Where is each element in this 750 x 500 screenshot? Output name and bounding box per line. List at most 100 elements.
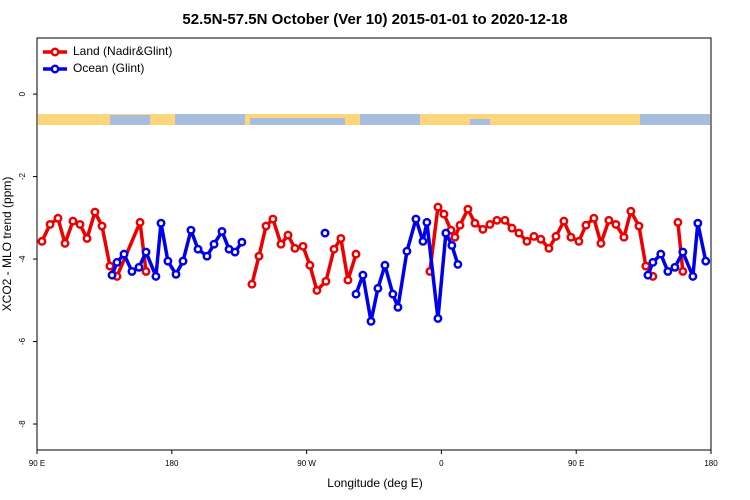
point bbox=[135, 217, 145, 227]
point bbox=[626, 206, 636, 216]
point bbox=[276, 239, 286, 249]
point bbox=[478, 224, 488, 234]
point bbox=[261, 221, 271, 231]
point bbox=[388, 289, 398, 299]
point bbox=[433, 202, 443, 212]
point bbox=[217, 226, 227, 236]
point bbox=[485, 219, 495, 229]
point bbox=[455, 220, 465, 230]
point bbox=[119, 249, 129, 259]
point bbox=[127, 266, 137, 276]
point bbox=[701, 256, 711, 266]
point bbox=[551, 231, 561, 241]
point bbox=[193, 244, 203, 254]
legend-label: Land (Nadir&Glint) bbox=[73, 44, 172, 58]
point bbox=[514, 228, 524, 238]
point bbox=[366, 316, 376, 326]
point bbox=[422, 217, 432, 227]
point bbox=[470, 218, 480, 228]
point bbox=[107, 270, 117, 280]
point bbox=[105, 261, 115, 271]
point bbox=[171, 269, 181, 279]
series-line bbox=[676, 222, 685, 272]
point bbox=[463, 204, 473, 214]
point bbox=[45, 219, 55, 229]
x-axis-label: Longitude (deg E) bbox=[327, 476, 422, 490]
point bbox=[673, 217, 683, 227]
point bbox=[678, 266, 688, 276]
y-axis-label: XCO2 - MLO trend (ppm) bbox=[0, 177, 14, 312]
point bbox=[209, 239, 219, 249]
map-strip bbox=[38, 114, 710, 125]
point bbox=[134, 262, 144, 272]
legend-label: Ocean (Glint) bbox=[73, 61, 144, 75]
point bbox=[604, 215, 614, 225]
point bbox=[268, 214, 278, 224]
point bbox=[453, 259, 463, 269]
point bbox=[693, 218, 703, 228]
point bbox=[418, 236, 428, 246]
chart-title: 52.5N-57.5N October (Ver 10) 2015-01-01 … bbox=[182, 11, 567, 28]
point bbox=[447, 240, 457, 250]
point bbox=[492, 215, 502, 225]
point bbox=[305, 260, 315, 270]
y-tick-label: -4 bbox=[18, 255, 27, 263]
y-tick-label: -8 bbox=[18, 420, 27, 428]
point bbox=[411, 214, 421, 224]
legend-marker bbox=[50, 64, 60, 74]
point bbox=[581, 220, 591, 230]
point bbox=[151, 271, 161, 281]
point bbox=[237, 237, 247, 247]
point bbox=[670, 262, 680, 272]
point bbox=[247, 279, 257, 289]
point bbox=[507, 223, 517, 233]
point bbox=[574, 236, 584, 246]
point bbox=[393, 302, 403, 312]
point bbox=[321, 276, 331, 286]
y-tick-label: -2 bbox=[18, 172, 27, 180]
point bbox=[678, 247, 688, 257]
point bbox=[82, 233, 92, 243]
point bbox=[178, 256, 188, 266]
plot-frame bbox=[36, 37, 712, 451]
point bbox=[611, 219, 621, 229]
y-tick-label: -6 bbox=[18, 337, 27, 345]
point bbox=[358, 270, 368, 280]
point bbox=[320, 228, 330, 238]
point bbox=[433, 313, 443, 323]
x-tick-label: 90 W bbox=[297, 459, 316, 468]
point bbox=[68, 216, 78, 226]
point bbox=[141, 247, 151, 257]
point bbox=[156, 218, 166, 228]
point bbox=[329, 244, 339, 254]
point bbox=[596, 238, 606, 248]
point bbox=[37, 236, 47, 246]
point bbox=[634, 221, 644, 231]
point bbox=[298, 241, 308, 251]
y-tick-label: 0 bbox=[18, 91, 27, 96]
point bbox=[254, 251, 264, 261]
x-tick-label: 0 bbox=[439, 459, 444, 468]
x-tick-label: 180 bbox=[704, 459, 718, 468]
point bbox=[53, 213, 63, 223]
point bbox=[589, 213, 599, 223]
legend-marker bbox=[50, 47, 60, 57]
point bbox=[351, 249, 361, 259]
point bbox=[336, 233, 346, 243]
x-tick-label: 90 E bbox=[29, 459, 45, 468]
point bbox=[536, 234, 546, 244]
point bbox=[90, 207, 100, 217]
point bbox=[656, 249, 666, 259]
point bbox=[500, 215, 510, 225]
point bbox=[202, 251, 212, 261]
x-tick-label: 90 E bbox=[568, 459, 584, 468]
point bbox=[619, 232, 629, 242]
point bbox=[643, 270, 653, 280]
point bbox=[290, 243, 300, 253]
point bbox=[544, 243, 554, 253]
point bbox=[663, 266, 673, 276]
point bbox=[230, 247, 240, 257]
point bbox=[648, 257, 658, 267]
point bbox=[141, 266, 151, 276]
point bbox=[112, 257, 122, 267]
